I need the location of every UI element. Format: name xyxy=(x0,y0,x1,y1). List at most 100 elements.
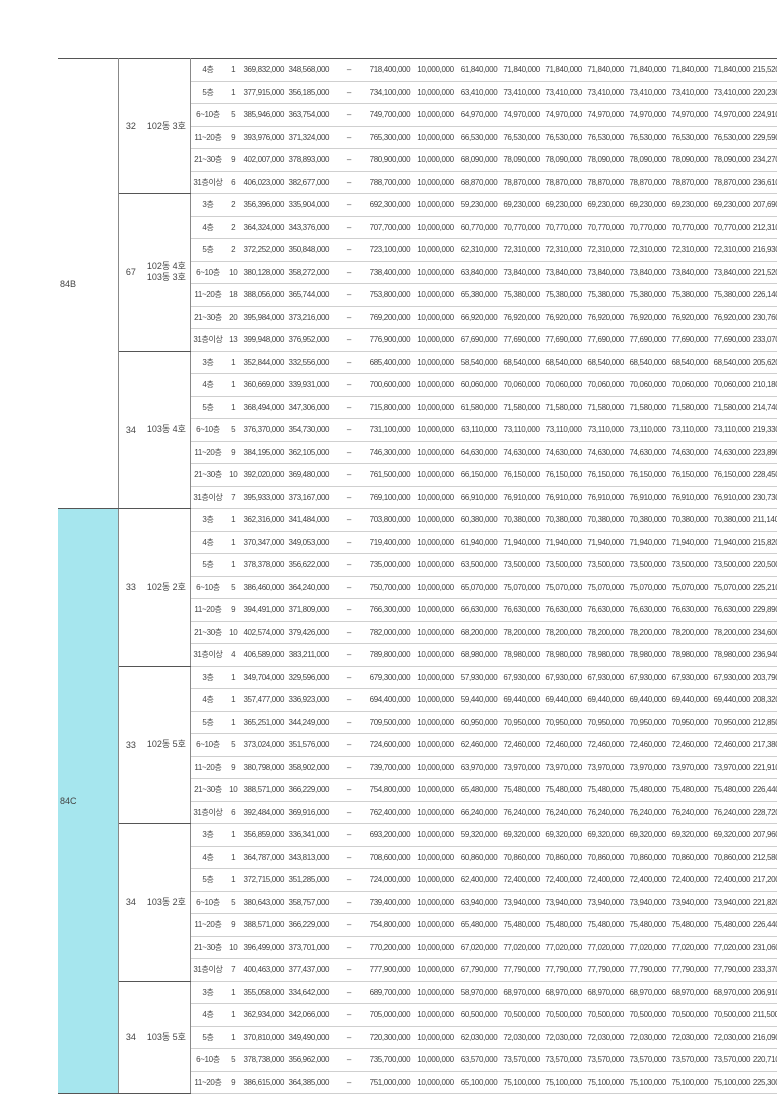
mid-4: 70,950,000 xyxy=(626,711,669,734)
price-b: 371,809,000 xyxy=(286,598,332,622)
mid-5: 70,860,000 xyxy=(668,846,711,869)
mid-2: 74,630,000 xyxy=(542,441,585,464)
mid-4: 69,320,000 xyxy=(626,823,669,847)
contract-1: 10,000,000 xyxy=(413,868,458,892)
dong-ho: 102동 5호 xyxy=(143,665,191,824)
mid-4: 78,980,000 xyxy=(626,643,669,667)
price-a: 360,669,000 xyxy=(241,373,287,397)
units: 10 xyxy=(225,261,242,284)
mid-2: 70,950,000 xyxy=(542,711,585,734)
price-b: 358,272,000 xyxy=(286,261,332,284)
mid-6: 69,230,000 xyxy=(710,193,753,217)
floor: 5층 xyxy=(190,868,226,892)
table-row: 5층 2 372,252,000 350,848,000–723,100,000 10,… xyxy=(58,238,777,262)
floor: 6~10층 xyxy=(190,576,226,599)
units: 1 xyxy=(225,846,242,869)
contract-1: 10,000,000 xyxy=(413,103,458,127)
price-b: 382,677,000 xyxy=(286,171,332,194)
contract-1: 10,000,000 xyxy=(413,891,458,914)
price-b: 373,216,000 xyxy=(286,306,332,329)
mid-4: 71,580,000 xyxy=(626,396,669,419)
balance: 234,600,000 xyxy=(752,621,777,644)
mid-3: 70,860,000 xyxy=(584,846,627,869)
total: 735,700,000 xyxy=(366,1048,414,1072)
mid-4: 70,060,000 xyxy=(626,373,669,397)
mid-1: 76,530,000 xyxy=(500,126,543,149)
price-b: 379,426,000 xyxy=(286,621,332,644)
total: 685,400,000 xyxy=(366,350,414,374)
units: 6 xyxy=(225,171,242,194)
mid-3: 78,200,000 xyxy=(584,621,627,644)
units: 5 xyxy=(225,418,242,442)
table-row: 5층 1 378,378,000 356,622,000–735,000,000 10,… xyxy=(58,553,777,577)
dash: – xyxy=(331,733,367,757)
units: 1 xyxy=(225,665,242,689)
units: 1 xyxy=(225,508,242,532)
mid-4: 73,110,000 xyxy=(626,418,669,442)
contract-1: 10,000,000 xyxy=(413,980,458,1004)
balance: 205,620,000 xyxy=(752,350,777,374)
mid-1: 76,630,000 xyxy=(500,598,543,622)
price-b: 354,730,000 xyxy=(286,418,332,442)
mid-6: 76,240,000 xyxy=(710,801,753,824)
mid-5: 73,410,000 xyxy=(668,81,711,104)
contract-2: 57,930,000 xyxy=(457,665,501,689)
contract-2: 65,100,000 xyxy=(457,1071,501,1094)
floor: 4층 xyxy=(190,58,226,82)
floor: 4층 xyxy=(190,688,226,712)
mid-2: 73,970,000 xyxy=(542,756,585,779)
contract-2: 60,950,000 xyxy=(457,711,501,734)
table-row: 21~30층 10 388,571,000 366,229,000–754,800,0… xyxy=(58,778,777,802)
total: 754,800,000 xyxy=(366,913,414,937)
contract-1: 10,000,000 xyxy=(413,81,458,104)
price-b: 334,642,000 xyxy=(286,980,332,1004)
mid-2: 75,480,000 xyxy=(542,778,585,802)
mid-4: 78,200,000 xyxy=(626,621,669,644)
floor: 21~30층 xyxy=(190,778,226,802)
mid-6: 75,480,000 xyxy=(710,778,753,802)
units: 1 xyxy=(225,58,242,82)
mid-3: 75,380,000 xyxy=(584,283,627,307)
mid-6: 70,950,000 xyxy=(710,711,753,734)
table-row: 31층이상 6 406,023,000 382,677,000–788,700,000… xyxy=(58,171,777,194)
floor: 6~10층 xyxy=(190,733,226,757)
mid-6: 73,500,000 xyxy=(710,553,753,577)
mid-1: 73,410,000 xyxy=(500,81,543,104)
mid-1: 69,230,000 xyxy=(500,193,543,217)
balance: 203,790,000 xyxy=(752,665,777,689)
mid-3: 73,940,000 xyxy=(584,891,627,914)
table-row: 6~10층 5 378,738,000 356,962,000–735,700,000… xyxy=(58,1048,777,1072)
dash: – xyxy=(331,81,367,104)
mid-2: 70,060,000 xyxy=(542,373,585,397)
mid-5: 76,630,000 xyxy=(668,598,711,622)
mid-1: 75,480,000 xyxy=(500,913,543,937)
mid-3: 77,020,000 xyxy=(584,936,627,959)
table-row: 11~20층 9 393,976,000 371,324,000–765,300,00… xyxy=(58,126,777,149)
floor: 6~10층 xyxy=(190,418,226,442)
mid-5: 78,200,000 xyxy=(668,621,711,644)
mid-2: 71,940,000 xyxy=(542,531,585,554)
floor: 5층 xyxy=(190,711,226,734)
units: 1 xyxy=(225,531,242,554)
dash: – xyxy=(331,846,367,869)
contract-2: 59,440,000 xyxy=(457,688,501,712)
mid-2: 73,110,000 xyxy=(542,418,585,442)
contract-2: 59,320,000 xyxy=(457,823,501,847)
dong-ho: 103동 2호 xyxy=(143,823,191,982)
mid-4: 78,090,000 xyxy=(626,148,669,172)
mid-6: 67,930,000 xyxy=(710,665,753,689)
table-row: 21~30층 20 395,984,000 373,216,000–769,200,0… xyxy=(58,306,777,329)
mid-4: 69,440,000 xyxy=(626,688,669,712)
contract-2: 60,500,000 xyxy=(457,1003,501,1027)
mid-6: 70,380,000 xyxy=(710,508,753,532)
balance: 211,140,000 xyxy=(752,508,777,532)
floor: 3층 xyxy=(190,350,226,374)
contract-2: 60,060,000 xyxy=(457,373,501,397)
units: 5 xyxy=(225,576,242,599)
units: 7 xyxy=(225,486,242,509)
mid-1: 78,200,000 xyxy=(500,621,543,644)
contract-1: 10,000,000 xyxy=(413,801,458,824)
mid-1: 72,310,000 xyxy=(500,238,543,262)
mid-6: 71,840,000 xyxy=(710,58,753,82)
mid-5: 76,920,000 xyxy=(668,306,711,329)
